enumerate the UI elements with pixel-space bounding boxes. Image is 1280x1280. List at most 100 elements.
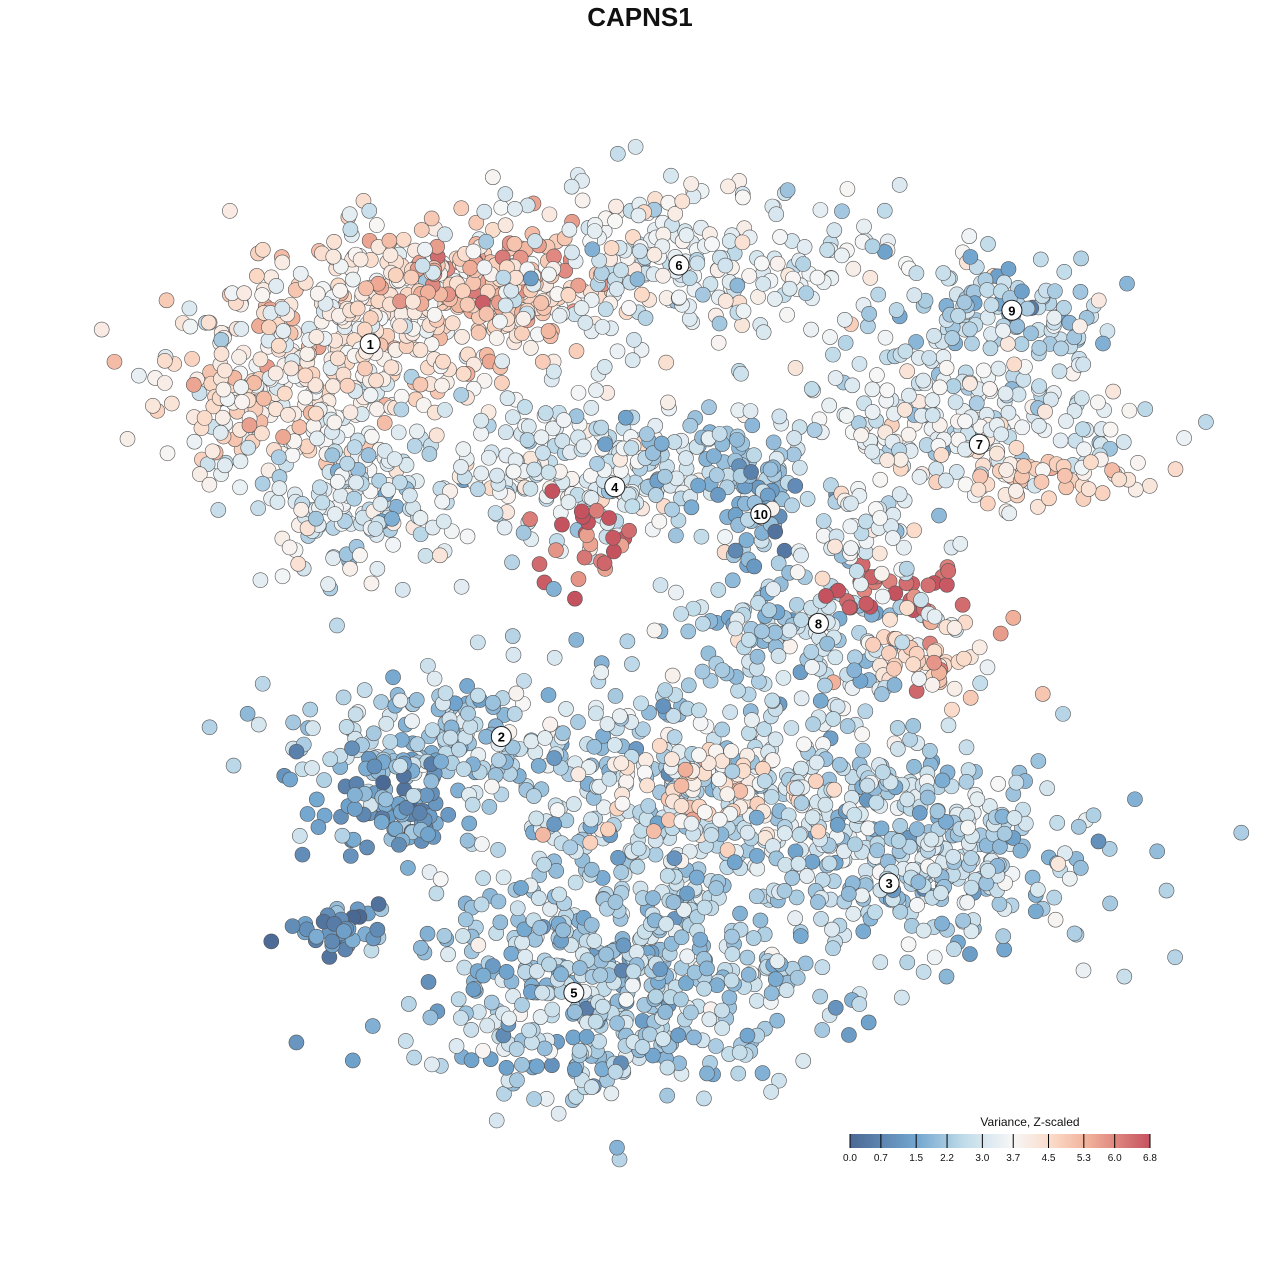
data-point [793,690,810,707]
data-point [433,753,449,770]
data-point [926,949,943,966]
data-point [422,1009,439,1026]
data-point [297,367,314,384]
data-point [568,632,585,648]
data-point [933,447,950,463]
data-point [131,367,147,384]
data-point [701,1011,718,1028]
data-point [560,287,577,303]
data-point [550,1105,567,1122]
data-point [392,474,408,491]
data-point [1075,421,1091,437]
data-point [699,1065,715,1082]
data-point [910,874,927,890]
data-point [1023,325,1039,342]
data-point [981,381,998,397]
data-point [775,670,792,686]
data-point [637,764,653,781]
data-point [392,318,408,334]
data-point [453,200,470,217]
data-point [275,323,292,339]
data-point [1033,474,1050,490]
data-point [1041,490,1057,507]
data-point [283,360,300,377]
data-point [490,842,506,858]
data-point [432,871,449,887]
data-point [1010,386,1027,403]
data-point [376,415,393,431]
data-point [395,231,412,248]
data-point [717,257,734,274]
data-point [960,819,976,836]
data-point [507,200,523,217]
data-point [217,457,233,474]
data-point [280,406,296,423]
data-point [546,649,563,666]
data-point [894,989,910,1006]
data-point [645,823,662,839]
data-point [249,268,265,284]
data-point [453,578,470,595]
data-point [971,639,988,656]
data-point [549,802,566,818]
data-point [924,407,941,424]
data-point [591,252,607,269]
data-point [596,359,613,375]
data-point [740,966,757,983]
data-point [946,941,962,958]
colorbar [850,1134,1150,1148]
data-point [674,193,691,210]
data-point [857,703,874,720]
data-point [378,715,395,732]
data-point [840,886,857,902]
data-point [749,848,765,864]
data-point [359,839,375,856]
data-point [908,265,925,282]
data-point [838,408,855,424]
data-point [727,542,744,559]
data-point [730,682,746,699]
data-point [995,322,1011,339]
data-point [462,260,479,276]
data-point [954,597,971,613]
data-point [795,256,811,272]
data-point [426,670,443,687]
data-point [806,422,823,438]
data-point [544,483,561,499]
data-point [414,257,431,274]
data-point [623,440,640,456]
data-point [456,959,473,976]
data-point [814,1022,831,1038]
data-point [933,885,949,901]
data-point [457,911,474,928]
data-point [537,405,554,421]
data-point [657,468,673,485]
data-point [963,879,980,896]
data-point [459,296,476,313]
data-point [652,961,669,978]
data-point [473,412,489,429]
data-point [487,505,504,521]
data-point [909,821,925,837]
data-point [861,306,877,322]
data-point [724,763,741,780]
data-point [556,412,572,428]
data-point [357,360,373,377]
data-point [1005,610,1022,626]
data-point [837,312,853,328]
data-point [558,701,574,717]
data-point [859,777,876,794]
data-point [347,706,364,723]
data-point [894,634,911,651]
data-point [1090,833,1107,850]
data-point [555,922,571,939]
data-point [254,675,271,692]
data-point [492,313,508,330]
data-point [905,718,922,734]
data-point [624,352,641,369]
data-point [906,758,922,775]
data-point [812,202,829,218]
data-point [860,1014,877,1031]
data-point [420,826,436,843]
data-point [633,695,649,712]
